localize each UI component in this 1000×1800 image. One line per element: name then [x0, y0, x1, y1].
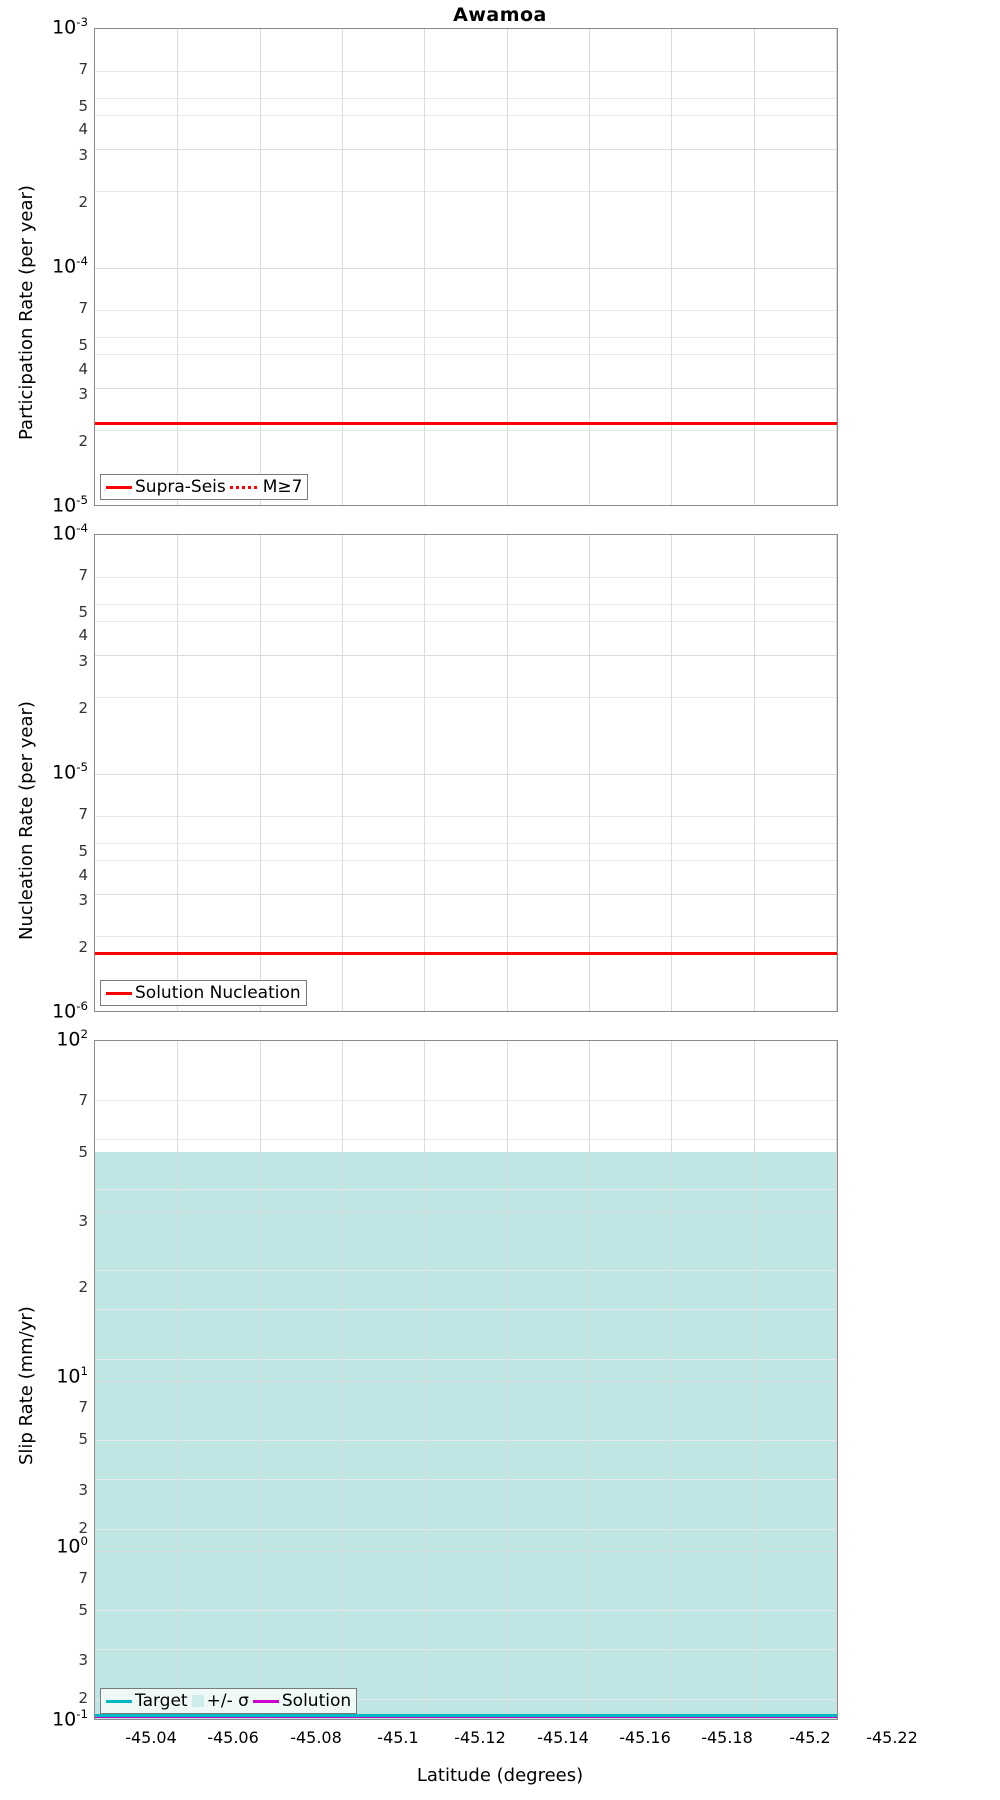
ytick-minor-7: 7: [78, 299, 88, 317]
line-swatch-icon: [106, 991, 132, 995]
plot-area-nucleation-rate: [94, 534, 838, 1012]
ytick-major-1e-3: 10-3: [52, 15, 88, 39]
legend-item-supra-seis[interactable]: Supra-Seis: [106, 477, 226, 497]
xtick-3: -45.1: [377, 1728, 419, 1747]
panel-nucleation-rate: Solution Nucleation: [94, 534, 838, 1012]
ytick-minor-3: 3: [78, 146, 88, 164]
ytick-minor-5: 5: [78, 1430, 88, 1448]
ytick-minor-2: 2: [78, 1689, 88, 1707]
line-swatch-icon: [106, 1699, 132, 1703]
xtick-7: -45.18: [701, 1728, 753, 1747]
ytick-minor-7: 7: [78, 1091, 88, 1109]
legend-item-plus-minus-sigma[interactable]: +/- σ: [191, 1691, 249, 1711]
plot-area-slip-rate: [94, 1040, 838, 1720]
ytick-minor-3: 3: [78, 385, 88, 403]
ylabel-participation-rate: Participation Rate (per year): [16, 185, 37, 440]
legend-item-m-ge-7[interactable]: M≥7: [229, 477, 303, 497]
ytick-major-1e-4: 10-4: [52, 254, 88, 278]
legend-panel-slip-rate[interactable]: Target +/- σ Solution: [100, 1688, 358, 1714]
ytick-minor-7: 7: [78, 805, 88, 823]
dotted-line-swatch-icon: [229, 485, 260, 489]
ytick-minor-5: 5: [78, 1143, 88, 1161]
legend-item-target[interactable]: Target: [106, 1691, 188, 1711]
ylabel-slip-rate: Slip Rate (mm/yr): [16, 1306, 37, 1465]
ytick-minor-5: 5: [78, 842, 88, 860]
legend-item-solution-nucleation[interactable]: Solution Nucleation: [106, 983, 301, 1003]
legend-panel-participation[interactable]: Supra-Seis M≥7: [100, 474, 309, 500]
legend-label: Solution Nucleation: [135, 983, 301, 1003]
ytick-minor-4: 4: [78, 866, 88, 884]
xtick-8: -45.2: [789, 1728, 831, 1747]
panel-participation-rate: Supra-Seis M≥7: [94, 28, 838, 506]
series-target: [95, 1714, 837, 1717]
xtick-0: -45.04: [125, 1728, 177, 1747]
series-plus-minus-sigma: [95, 1152, 837, 1719]
xtick-4: -45.12: [454, 1728, 506, 1747]
legend-panel-nucleation[interactable]: Solution Nucleation: [100, 980, 307, 1006]
ytick-minor-3: 3: [78, 891, 88, 909]
ytick-minor-4: 4: [78, 626, 88, 644]
ytick-minor-3: 3: [78, 1481, 88, 1499]
line-swatch-icon: [106, 485, 132, 489]
patch-swatch-icon: [191, 1695, 204, 1707]
legend-label: Supra-Seis: [135, 477, 226, 497]
ytick-minor-7: 7: [78, 1398, 88, 1416]
ytick-minor-5: 5: [78, 1601, 88, 1619]
ytick-minor-4: 4: [78, 360, 88, 378]
legend-label: M≥7: [262, 477, 303, 497]
ytick-minor-2: 2: [78, 699, 88, 717]
ytick-major-1e0: 100: [56, 1534, 88, 1558]
xtick-6: -45.16: [619, 1728, 671, 1747]
ytick-major-1e1-label: 101: [56, 1364, 88, 1388]
ytick-minor-5: 5: [78, 603, 88, 621]
ytick-minor-3: 3: [78, 652, 88, 670]
line-swatch-icon: [252, 1699, 279, 1703]
ytick-major-1e-4: 10-4: [52, 521, 88, 545]
ytick-minor-7: 7: [78, 566, 88, 584]
xtick-5: -45.14: [537, 1728, 589, 1747]
series-m-ge-7: [95, 422, 837, 425]
ytick-minor-3: 3: [78, 1651, 88, 1669]
legend-label: Target: [135, 1691, 188, 1711]
page-title: Awamoa: [453, 4, 547, 26]
ytick-major-1e-5: 10-5: [52, 493, 88, 517]
ytick-minor-2: 2: [78, 1519, 88, 1537]
xtick-2: -45.08: [290, 1728, 342, 1747]
ylabel-nucleation-rate: Nucleation Rate (per year): [16, 701, 37, 940]
legend-item-solution[interactable]: Solution: [252, 1691, 352, 1711]
ytick-minor-2: 2: [78, 432, 88, 450]
ytick-major-1e-6: 10-6: [52, 999, 88, 1023]
xtick-1: -45.06: [207, 1728, 259, 1747]
ytick-minor-5: 5: [78, 336, 88, 354]
ytick-minor-3: 3: [78, 1212, 88, 1230]
xlabel-latitude: Latitude (degrees): [416, 1765, 584, 1786]
ytick-minor-2: 2: [78, 1278, 88, 1296]
xtick-9: -45.22: [866, 1728, 918, 1747]
legend-label: Solution: [281, 1691, 352, 1711]
ytick-minor-7: 7: [78, 60, 88, 78]
series-solution-nucleation: [95, 952, 837, 955]
panel-slip-rate: Target +/- σ Solution: [94, 1040, 838, 1720]
plot-area-participation-rate: [94, 28, 838, 506]
ytick-major-1e-5: 10-5: [52, 760, 88, 784]
ytick-major-1e-1: 10-1: [52, 1707, 88, 1731]
legend-label: +/- σ: [206, 1691, 249, 1711]
ytick-minor-2: 2: [78, 938, 88, 956]
ytick-minor-2: 2: [78, 193, 88, 211]
ytick-major-1e2: 102: [56, 1027, 88, 1051]
ytick-minor-4: 4: [78, 120, 88, 138]
ytick-minor-7: 7: [78, 1569, 88, 1587]
ytick-minor-5: 5: [78, 97, 88, 115]
